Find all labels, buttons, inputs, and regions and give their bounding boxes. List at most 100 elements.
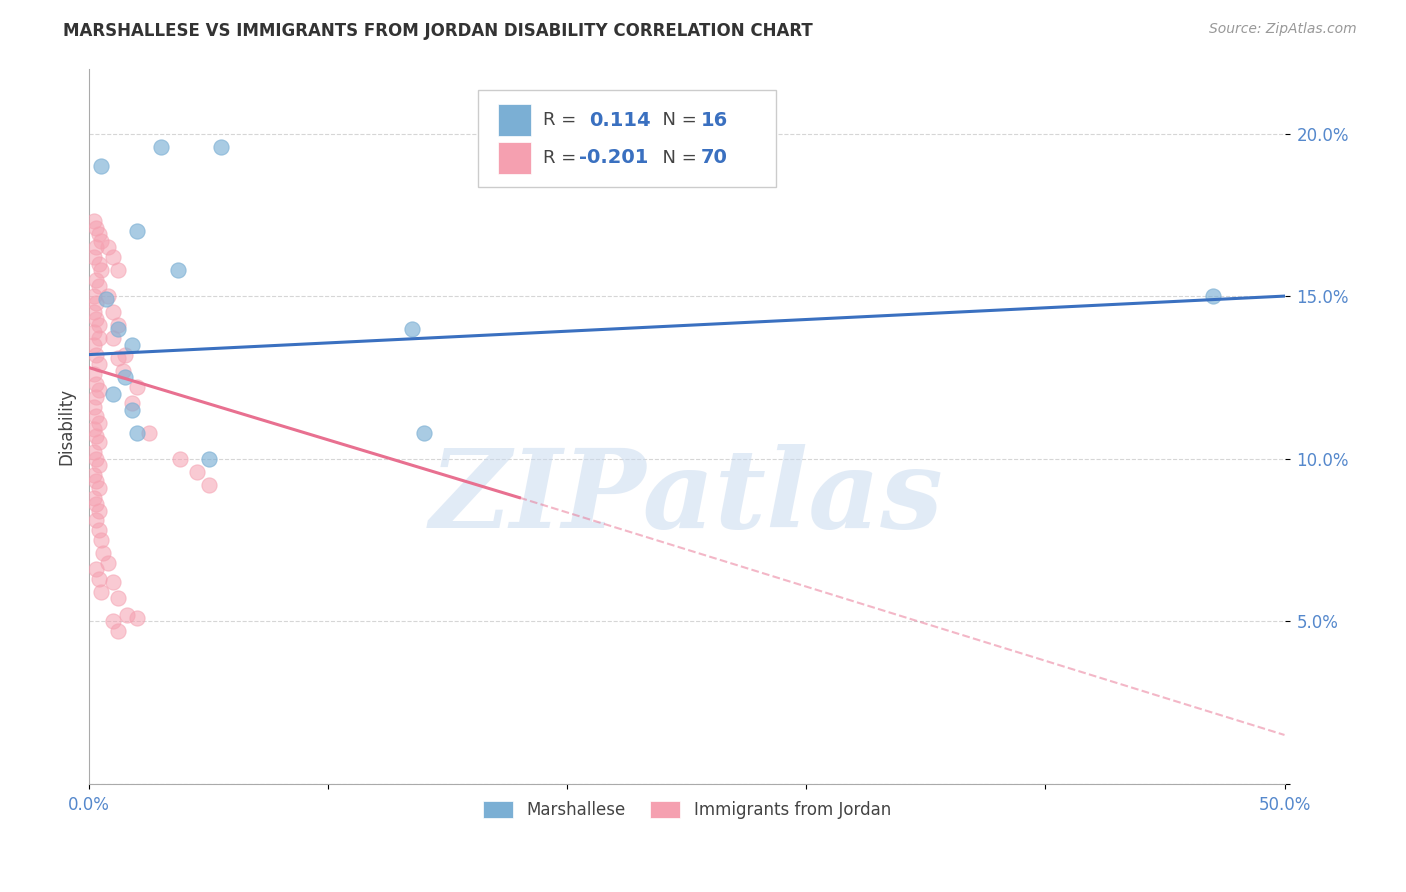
Point [97,240,120,254]
Point [97,289,120,303]
Point [121,402,143,417]
Point [114,348,136,362]
Text: R =: R = [543,149,582,167]
Point [84,348,107,362]
Legend: Marshallese, Immigrants from Jordan: Marshallese, Immigrants from Jordan [477,794,897,825]
Point [83,250,105,264]
Point [90,159,112,173]
Text: 70: 70 [702,148,728,168]
Point [83,400,105,414]
Point [101,305,124,319]
Point [101,250,124,264]
Point [84,497,107,511]
Point [101,614,124,628]
Point [83,422,105,436]
Point [84,409,107,424]
Point [87,503,110,517]
Point [1202,289,1225,303]
Point [83,338,105,352]
Point [138,425,160,440]
Point [97,556,120,570]
Text: 0.114: 0.114 [589,111,651,129]
Point [90,533,112,547]
Text: 16: 16 [702,111,728,129]
Point [107,321,129,335]
Point [87,318,110,333]
Text: N =: N = [651,111,703,129]
Point [87,416,110,430]
Point [84,390,107,404]
Point [107,624,129,638]
Point [84,295,107,310]
Point [83,289,105,303]
Point [87,523,110,537]
Point [84,311,107,326]
Point [84,451,107,466]
Point [166,263,188,277]
Point [84,220,107,235]
Text: Source: ZipAtlas.com: Source: ZipAtlas.com [1209,22,1357,37]
Point [94,293,117,307]
Point [90,585,112,599]
Text: ZIPatlas: ZIPatlas [430,444,943,551]
Point [101,386,124,401]
Point [87,279,110,293]
Point [107,351,129,365]
Point [87,481,110,495]
Text: -0.201: -0.201 [579,148,648,168]
Point [87,572,110,586]
Point [101,575,124,590]
Point [401,321,423,335]
Point [93,546,115,560]
Point [107,263,129,277]
Point [186,465,208,479]
Text: MARSHALLESE VS IMMIGRANTS FROM JORDAN DISABILITY CORRELATION CHART: MARSHALLESE VS IMMIGRANTS FROM JORDAN DI… [63,22,813,40]
Point [84,376,107,391]
Point [83,467,105,482]
Point [84,429,107,443]
Bar [498,142,531,174]
Point [84,513,107,527]
Point [84,562,107,576]
Point [125,380,148,394]
Point [90,234,112,248]
Point [87,331,110,345]
Point [84,273,107,287]
Point [83,367,105,381]
Point [111,364,134,378]
Point [101,331,124,345]
Point [125,224,148,238]
Point [149,139,172,153]
FancyBboxPatch shape [478,90,776,186]
Point [125,425,148,440]
Point [83,214,105,228]
Point [209,139,232,153]
Point [114,370,136,384]
Point [87,384,110,398]
Point [87,256,110,270]
Point [83,305,105,319]
Point [84,475,107,489]
Point [83,325,105,339]
Point [90,263,112,277]
Point [197,451,219,466]
Point [87,435,110,450]
Point [125,611,148,625]
Point [121,396,143,410]
Point [197,477,219,491]
Y-axis label: Disability: Disability [58,387,75,465]
Point [117,607,139,622]
Point [83,445,105,459]
Point [87,357,110,371]
Bar [498,104,531,136]
Point [107,591,129,606]
Point [83,491,105,505]
Point [84,240,107,254]
Point [412,425,434,440]
Point [87,227,110,242]
Point [107,318,129,333]
Text: R =: R = [543,111,588,129]
Point [121,338,143,352]
Point [169,451,191,466]
Text: N =: N = [651,149,703,167]
